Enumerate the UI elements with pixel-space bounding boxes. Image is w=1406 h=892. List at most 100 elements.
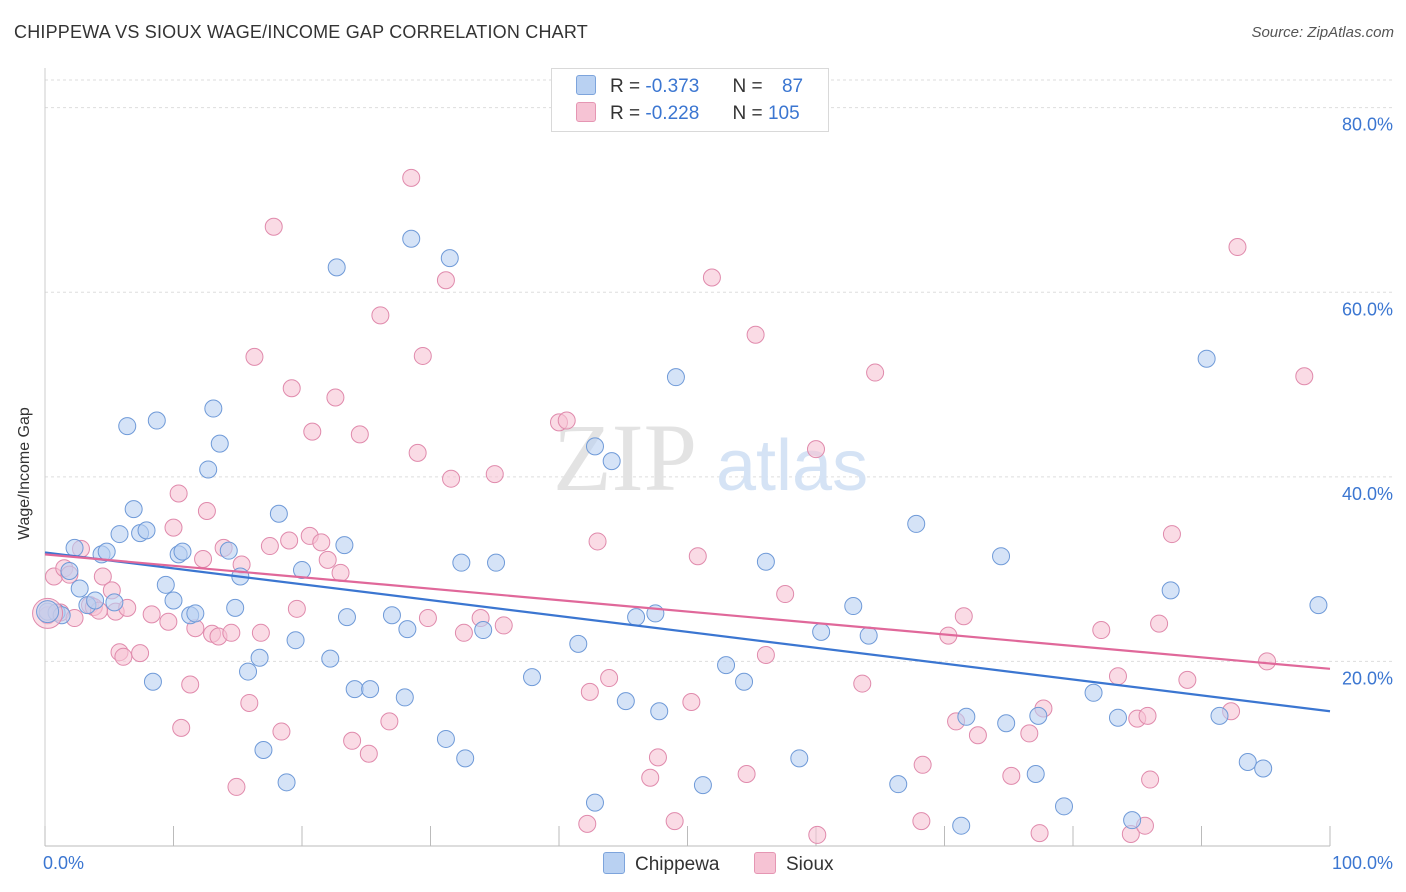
sioux-point (164, 518, 183, 537)
chippewa-point (487, 553, 506, 572)
sioux-point (578, 814, 597, 833)
sioux-point (1138, 706, 1157, 725)
chippewa-point (997, 714, 1016, 733)
watermark-zip: ZIP (553, 404, 697, 511)
sioux-point (494, 616, 513, 635)
sioux-point (260, 537, 279, 556)
legend-n-label: N = (732, 103, 763, 124)
sioux-point (1295, 367, 1314, 386)
legend-r-label: R = (610, 76, 641, 97)
chippewa-point (523, 668, 542, 687)
y-tick-label: 20.0% (1342, 668, 1393, 688)
bottom-legend-swatch-sioux (754, 852, 776, 874)
chippewa-point (398, 620, 417, 639)
sioux-point (1162, 525, 1181, 544)
x-tick-label: 0.0% (43, 853, 84, 873)
sioux-point (159, 612, 178, 631)
sioux-point (240, 693, 259, 712)
sioux-point (853, 674, 872, 693)
chippewa-point (110, 525, 129, 544)
chippewa-point (186, 604, 205, 623)
chippewa-point (456, 749, 475, 768)
legend-row-chippewa: R = -0.373 N = 87 (576, 75, 803, 98)
sioux-point (557, 411, 576, 430)
chippewa-point (277, 773, 296, 792)
chippewa-point (474, 621, 493, 640)
sioux-point (282, 379, 301, 398)
chippewa-trend-line (44, 551, 1331, 713)
chippewa-point (812, 622, 831, 641)
sioux-point (588, 532, 607, 551)
chippewa-point (70, 579, 89, 598)
sioux-point (359, 744, 378, 763)
sioux-point (280, 531, 299, 550)
chippewa-point (569, 634, 588, 653)
chippewa-point (717, 656, 736, 675)
sioux-point (665, 812, 684, 831)
sioux-point (913, 755, 932, 774)
sioux-point (408, 443, 427, 462)
chippewa-point (173, 542, 192, 561)
chippewa-point (65, 538, 84, 557)
watermark: ZIP atlas (553, 404, 868, 511)
sioux-point (93, 567, 112, 586)
chippewa-point (957, 707, 976, 726)
chippewa-point (36, 600, 60, 624)
chippewa-point (321, 649, 340, 668)
sioux-point (413, 346, 432, 365)
chippewa-point (1210, 706, 1229, 725)
sioux-point (194, 549, 213, 568)
chippewa-point (585, 437, 604, 456)
sioux-point (746, 325, 765, 344)
chart-title: CHIPPEWA VS SIOUX WAGE/INCOME GAP CORREL… (14, 22, 588, 42)
chippewa-point (1309, 596, 1328, 615)
chippewa-point (693, 776, 712, 795)
chippewa-point (627, 608, 646, 627)
sioux-point (756, 645, 775, 664)
sioux-point (912, 812, 931, 831)
chippewa-point (735, 672, 754, 691)
sioux-point (181, 675, 200, 694)
source-label: Source: ZipAtlas.com (1251, 24, 1394, 41)
chippewa-point (382, 606, 401, 625)
sioux-point (264, 217, 283, 236)
sioux-point (1150, 614, 1169, 633)
chippewa-point (440, 249, 459, 268)
sioux-point (648, 748, 667, 767)
chippewa-point (269, 504, 288, 523)
sioux-point (131, 644, 150, 663)
chippewa-point (436, 729, 455, 748)
sioux-point (312, 533, 331, 552)
chippewa-point (992, 547, 1011, 566)
chippewa-point (602, 452, 621, 471)
sioux-point (1228, 238, 1247, 257)
sioux-point (737, 765, 756, 784)
sioux-point (287, 599, 306, 618)
chippewa-point (226, 598, 245, 617)
bottom-legend-label: Chippewa (635, 854, 720, 875)
chippewa-point (137, 521, 156, 540)
sioux-point (318, 550, 337, 569)
sioux-point (866, 363, 885, 382)
chippewa-point (1123, 811, 1142, 830)
chippewa-point (1055, 797, 1074, 816)
chippewa-point (889, 775, 908, 794)
sioux-point (807, 440, 825, 459)
data-points (32, 168, 1328, 844)
sioux-point (1108, 667, 1127, 686)
chippewa-point (1108, 708, 1127, 727)
chippewa-point (147, 411, 166, 430)
legend-swatch-sioux (576, 102, 596, 122)
chippewa-point (143, 672, 162, 691)
watermark-atlas: atlas (716, 426, 868, 506)
legend-n-label: N = (732, 76, 763, 97)
chippewa-point (844, 597, 863, 616)
sioux-point (688, 547, 707, 566)
sioux-point (454, 623, 473, 642)
sioux-point (954, 607, 973, 626)
sioux-point (251, 623, 270, 642)
chippewa-point (239, 662, 258, 681)
chippewa-point (907, 514, 926, 533)
sioux-point (303, 422, 322, 441)
chippewa-point (790, 749, 809, 768)
